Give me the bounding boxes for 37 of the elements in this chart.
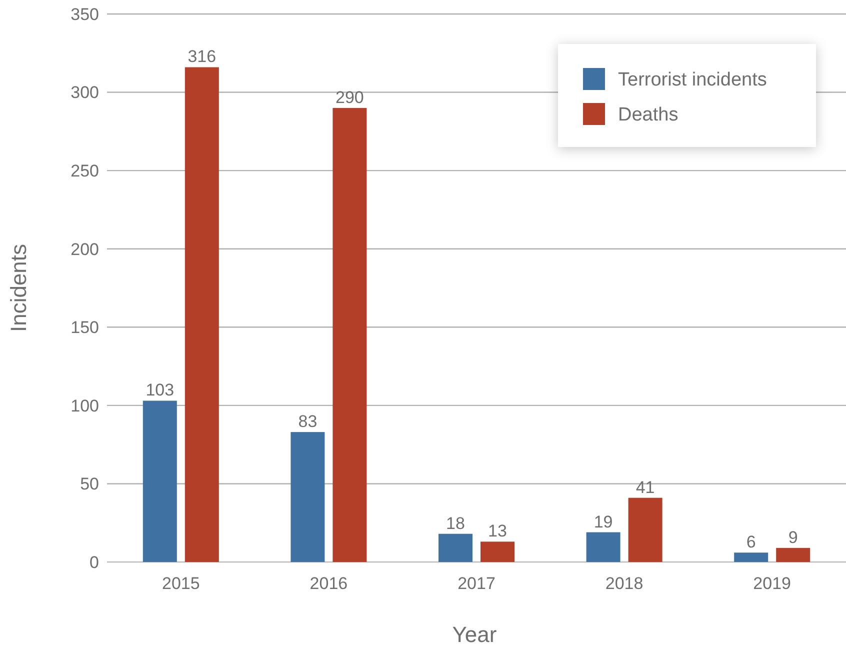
y-tick-label: 150 [70, 318, 99, 338]
legend-label: Deaths [618, 104, 678, 126]
y-tick-label: 0 [90, 552, 99, 572]
bar [184, 67, 219, 562]
bar [332, 108, 367, 562]
x-tick-label: 2016 [310, 574, 348, 593]
bar [438, 534, 472, 562]
bar [586, 532, 620, 562]
x-axis-title: Year [452, 622, 497, 647]
data-label: 6 [746, 532, 756, 552]
data-label: 316 [188, 47, 216, 66]
bar [142, 400, 177, 562]
legend-label: Terrorist incidents [618, 70, 767, 91]
x-tick-label: 2015 [162, 574, 200, 593]
y-tick-label: 300 [70, 83, 99, 102]
x-tick-label: 2019 [753, 574, 792, 593]
bar [628, 498, 662, 562]
bar [480, 542, 514, 562]
y-tick-label: 200 [70, 240, 99, 259]
data-label: 41 [636, 478, 655, 497]
data-label: 13 [488, 522, 507, 541]
data-label: 290 [336, 88, 364, 107]
x-tick-label: 2017 [458, 574, 496, 593]
bar [290, 432, 325, 562]
data-label: 83 [298, 412, 318, 432]
y-axis-title: Incidents [6, 244, 31, 332]
y-tick-label: 100 [70, 396, 99, 416]
bar [734, 552, 768, 562]
data-label: 19 [594, 512, 613, 532]
data-label: 103 [146, 380, 174, 400]
data-label: 9 [788, 528, 798, 547]
y-tick-label: 250 [70, 162, 99, 181]
bar [776, 548, 810, 562]
y-tick-label: 350 [70, 4, 99, 24]
y-tick-label: 50 [80, 474, 99, 494]
x-tick-label: 2018 [605, 574, 644, 593]
data-label: 18 [446, 514, 465, 533]
